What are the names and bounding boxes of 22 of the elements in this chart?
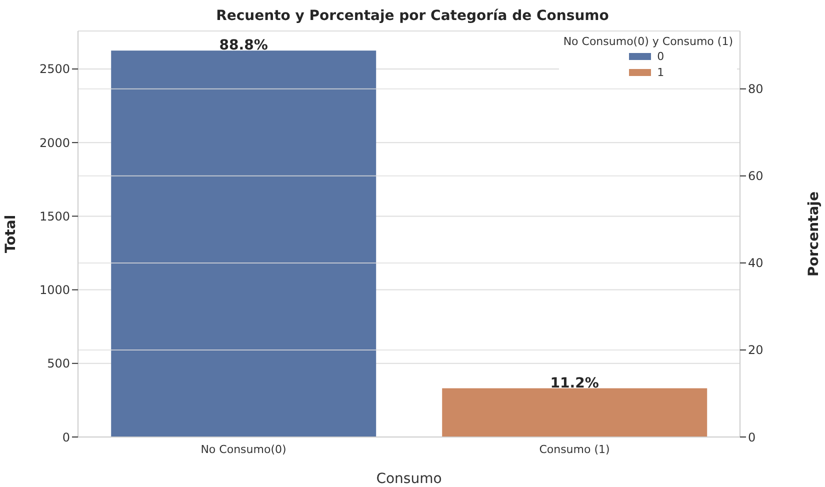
x-tick-label: Consumo (1) xyxy=(539,442,610,456)
y2-tick-label: 60 xyxy=(748,169,764,184)
y2-axis-title: Porcentaje xyxy=(806,192,822,276)
legend-label: 1 xyxy=(657,66,666,78)
y-tick-label: 0 xyxy=(62,430,70,444)
y2-tick-label: 0 xyxy=(748,430,756,444)
data-label: 11.2% xyxy=(550,375,599,392)
legend-title: No Consumo(0) y Consumo (1) xyxy=(563,35,733,48)
y-tick-label: 2500 xyxy=(39,62,70,76)
y-tick-label: 1000 xyxy=(39,283,70,298)
y2-tick-label: 40 xyxy=(748,256,764,270)
y2-tick-label: 80 xyxy=(748,82,764,96)
y-tick-label: 1500 xyxy=(39,209,70,224)
y-tick-label: 500 xyxy=(47,356,70,371)
y-tick-label: 2000 xyxy=(39,136,70,150)
x-axis-title: Consumo xyxy=(376,471,442,487)
chart-title: Recuento y Porcentaje por Categoría de Consumo xyxy=(215,8,610,24)
legend-label: 0 xyxy=(657,50,666,62)
x-tick-label: No Consumo(0) xyxy=(200,442,286,456)
y-axis-title: Total xyxy=(2,214,19,254)
data-label: 88.8% xyxy=(219,38,268,54)
y2-tick-label: 20 xyxy=(748,343,764,358)
